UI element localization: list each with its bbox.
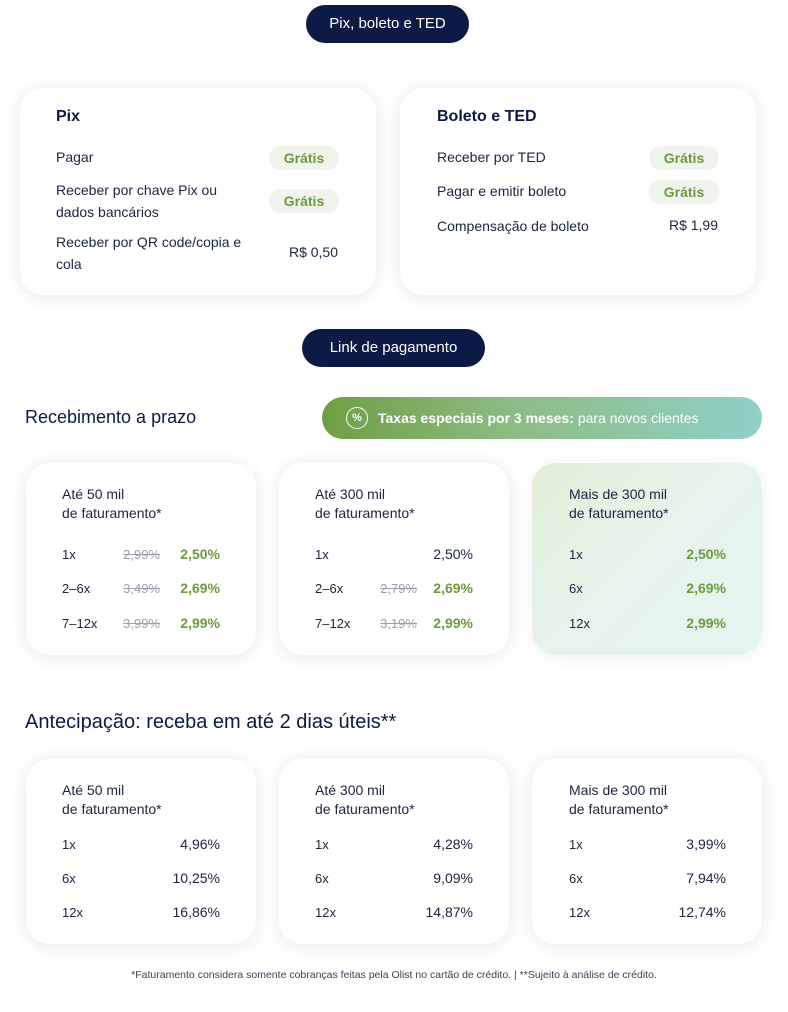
rate-value: 3,99%	[686, 836, 726, 852]
price-value: R$ 1,99	[668, 217, 718, 233]
old-rate: 3,19%	[380, 616, 417, 631]
rate-card-title: Mais de 300 mil de faturamento*	[569, 782, 669, 817]
installment-label: 6x	[315, 871, 329, 886]
old-rate: 2,99%	[123, 547, 160, 562]
status-badge: Grátis	[649, 146, 719, 170]
pix-row-label: Pagar	[56, 149, 94, 165]
antecipacao-card-mais-de-300-mil: Mais de 300 mil de faturamento* 1x 3,99%…	[532, 759, 762, 944]
rate-card-title: Até 50 mil de faturamento*	[62, 486, 162, 521]
old-rate: 2,79%	[380, 581, 417, 596]
rate-value: 9,09%	[433, 870, 473, 886]
installment-label: 12x	[569, 616, 590, 631]
installment-label: 12x	[315, 905, 336, 920]
rate-card-title: Até 300 mil de faturamento*	[315, 486, 415, 521]
rate-card-title: Mais de 300 mil de faturamento*	[569, 486, 669, 521]
pix-card-title: Pix	[56, 108, 81, 125]
installment-label: 7–12x	[62, 616, 98, 631]
antecipacao-title: Antecipação: receba em até 2 dias úteis*…	[25, 711, 397, 733]
recebimento-card-mais-de-300-mil: Mais de 300 mil de faturamento* 1x 2,50%…	[532, 463, 762, 655]
section-pill-link-de-pagamento: Link de pagamento	[302, 329, 485, 367]
boleto-row-label: Pagar e emitir boleto	[437, 183, 567, 199]
status-badge: Grátis	[269, 146, 339, 170]
new-rate: 2,69%	[180, 580, 220, 596]
new-rate: 2,69%	[433, 580, 473, 596]
recebimento-title: Recebimento a prazo	[25, 407, 197, 427]
recebimento-card-ate-50-mil: Até 50 mil de faturamento* 1x 2,99% 2,50…	[26, 463, 256, 655]
status-badge: Grátis	[649, 180, 719, 204]
installment-label: 1x	[569, 837, 583, 852]
rate-value: 12,74%	[678, 904, 726, 920]
price-value: R$ 0,50	[288, 244, 338, 260]
new-rate: 2,99%	[433, 615, 473, 631]
status-badge: Grátis	[269, 189, 339, 213]
installment-label: 6x	[62, 871, 76, 886]
new-rate: 2,50%	[686, 546, 726, 562]
installment-label: 2–6x	[62, 581, 91, 596]
new-rate: 2,69%	[686, 580, 726, 596]
footnote: *Faturamento considera somente cobranças…	[131, 969, 657, 981]
promo-strong-text: Taxas especiais por 3 meses:	[378, 410, 574, 426]
new-rate: 2,50%	[180, 546, 220, 562]
section-pill-pix-boleto-ted: Pix, boleto e TED	[306, 5, 469, 43]
installment-label: 2–6x	[315, 581, 344, 596]
installment-label: 6x	[569, 871, 583, 886]
rate-card-title: Até 50 mil de faturamento*	[62, 782, 162, 817]
installment-label: 1x	[62, 837, 76, 852]
rate-value: 4,96%	[180, 836, 220, 852]
pix-card: Pix Pagar Grátis Receber por chave Pix o…	[20, 88, 376, 295]
installment-label: 12x	[569, 905, 590, 920]
antecipacao-card-ate-50-mil: Até 50 mil de faturamento* 1x 4,96% 6x 1…	[26, 759, 256, 944]
installment-label: 6x	[569, 581, 583, 596]
installment-label: 1x	[315, 547, 329, 562]
antecipacao-card-ate-300-mil: Até 300 mil de faturamento* 1x 4,28% 6x …	[279, 759, 509, 944]
boleto-row-label: Compensação de boleto	[437, 218, 589, 234]
rate-value: 2,50%	[433, 546, 473, 562]
rate-card-title: Até 300 mil de faturamento*	[315, 782, 415, 817]
boleto-ted-card: Boleto e TED Receber por TED Grátis Paga…	[400, 88, 756, 295]
installment-label: 7–12x	[315, 616, 351, 631]
pix-row-label: Receber por chave Pix ou dados bancários	[56, 182, 218, 220]
promo-banner: % Taxas especiais por 3 meses: para novo…	[322, 397, 762, 439]
rate-value: 16,86%	[172, 904, 220, 920]
new-rate: 2,99%	[686, 615, 726, 631]
rate-value: 10,25%	[172, 870, 220, 886]
installment-label: 1x	[62, 547, 76, 562]
old-rate: 3,99%	[123, 616, 160, 631]
installment-label: 1x	[315, 837, 329, 852]
rate-value: 14,87%	[425, 904, 473, 920]
boleto-ted-card-title: Boleto e TED	[437, 108, 537, 125]
percent-badge-icon: %	[346, 407, 368, 429]
installment-label: 1x	[569, 547, 583, 562]
recebimento-card-ate-300-mil: Até 300 mil de faturamento* 1x 2,50% 2–6…	[279, 463, 509, 655]
old-rate: 3,49%	[123, 581, 160, 596]
promo-text: para novos clientes	[577, 410, 699, 426]
boleto-row-label: Receber por TED	[437, 149, 546, 165]
rate-value: 7,94%	[686, 870, 726, 886]
installment-label: 12x	[62, 905, 83, 920]
new-rate: 2,99%	[180, 615, 220, 631]
rate-value: 4,28%	[433, 836, 473, 852]
pix-row-label: Receber por QR code/copia e cola	[56, 234, 242, 272]
